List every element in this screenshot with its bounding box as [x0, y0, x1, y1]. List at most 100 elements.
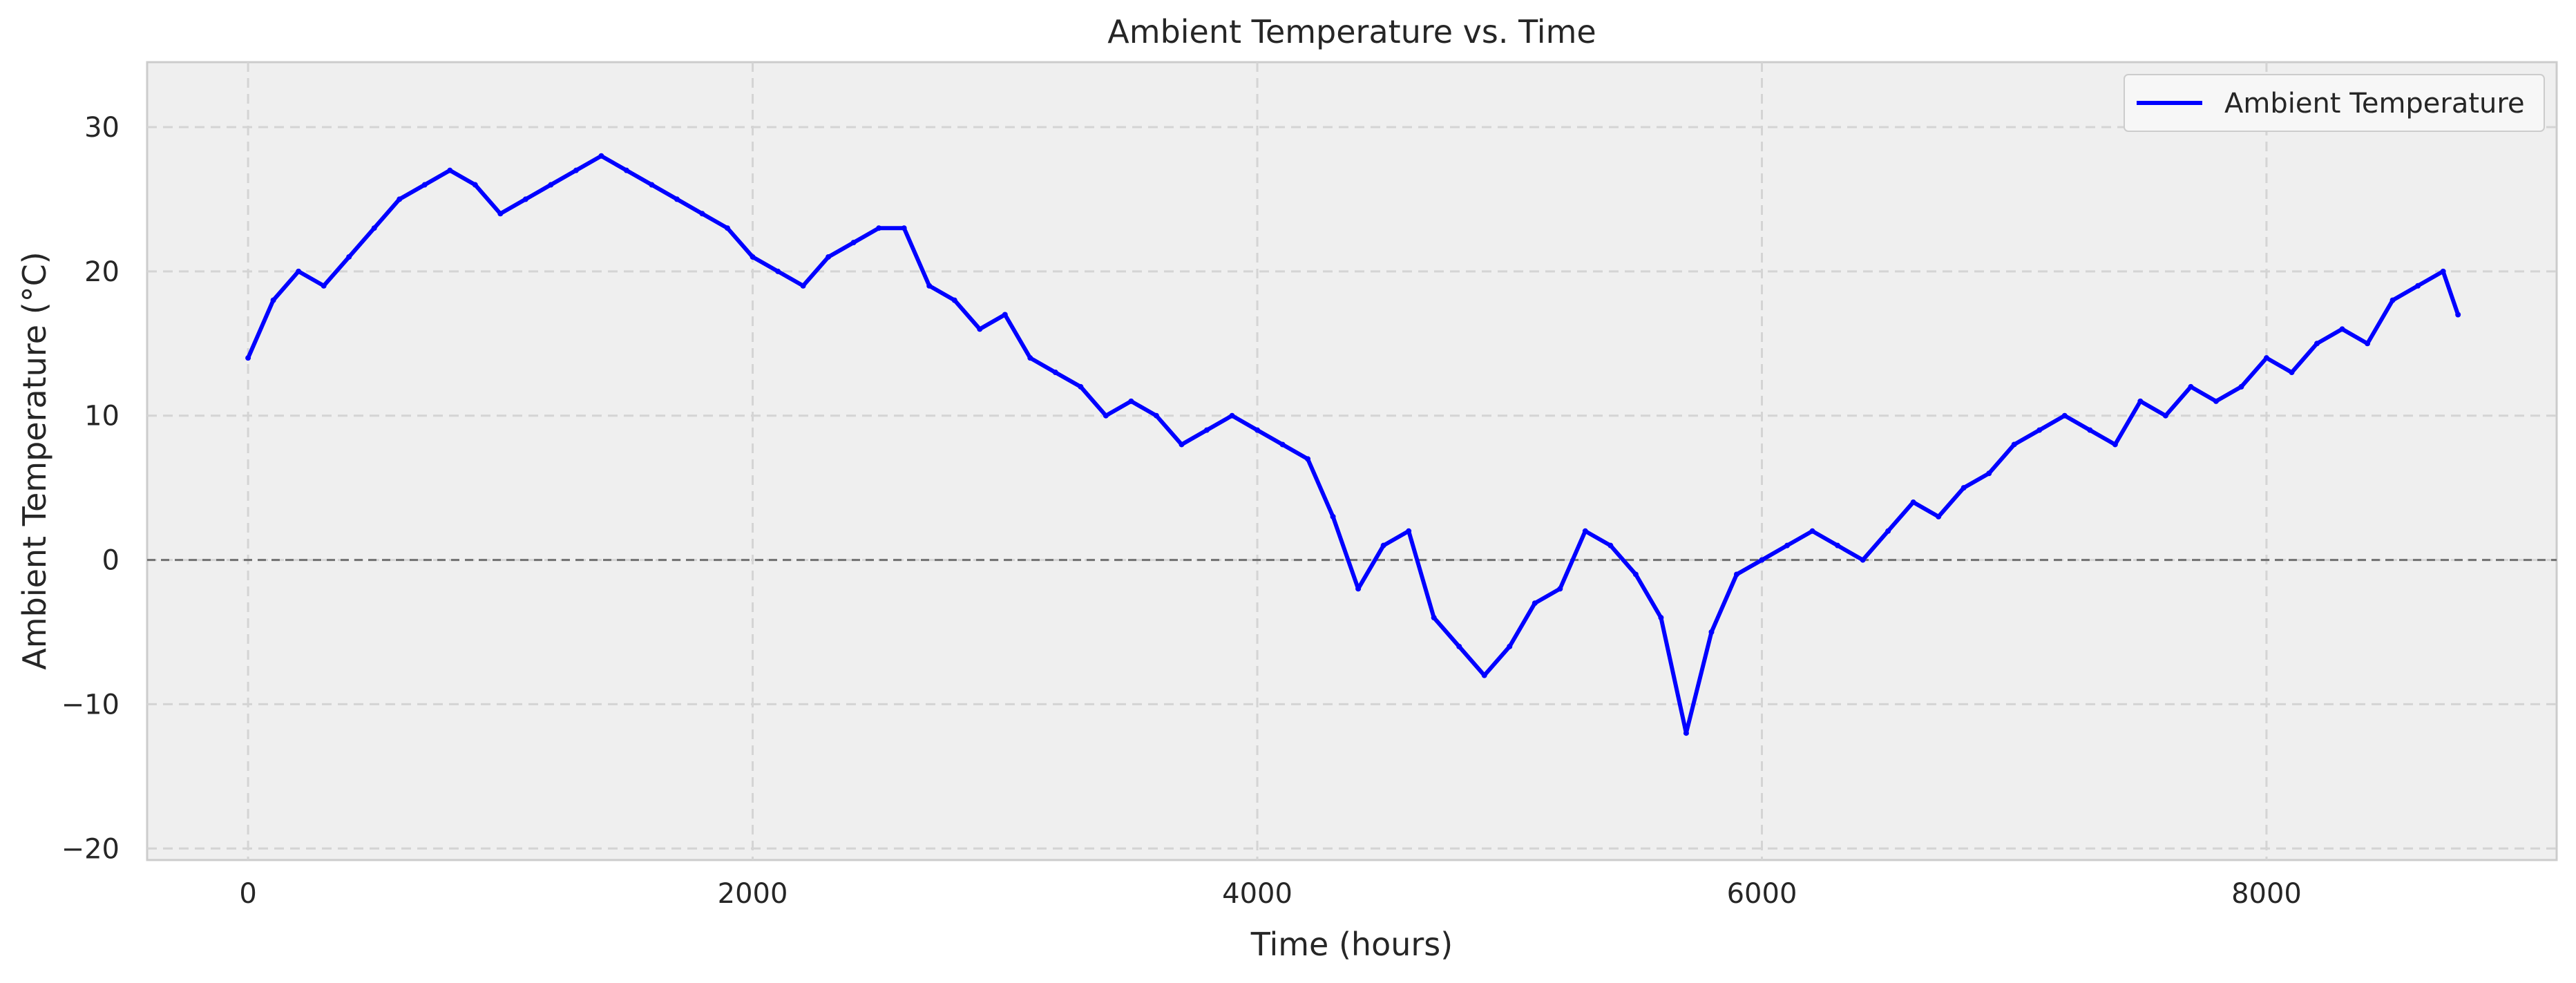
data-point: [1103, 412, 1109, 419]
legend: Ambient Temperature: [2124, 74, 2545, 132]
data-point: [2036, 427, 2043, 433]
data-point: [1279, 441, 1286, 448]
data-point: [1305, 456, 1311, 462]
x-tick-label: 4000: [1222, 878, 1292, 910]
data-point: [2389, 297, 2396, 303]
data-point: [1607, 542, 1614, 548]
y-tick-label: 20: [84, 256, 120, 288]
y-tick-label: 30: [84, 112, 120, 144]
y-axis-label: Ambient Temperature (°C): [16, 251, 53, 669]
data-point: [1683, 730, 1689, 736]
data-point: [2087, 427, 2093, 433]
data-point: [1229, 412, 1235, 419]
data-point: [2289, 370, 2295, 376]
data-point: [421, 182, 428, 188]
x-tick-label: 6000: [1727, 878, 1797, 910]
data-point: [296, 268, 302, 274]
data-point: [346, 254, 352, 260]
data-point: [2011, 441, 2017, 448]
x-axis-label: Time (hours): [1250, 926, 1453, 963]
data-point: [1759, 557, 1765, 563]
data-point: [2213, 398, 2219, 404]
data-point: [1986, 470, 1992, 477]
y-tick-label: 10: [84, 401, 120, 432]
data-point: [2455, 312, 2461, 318]
data-point: [2314, 341, 2320, 347]
data-point: [1078, 383, 1084, 390]
x-tick-label: 2000: [718, 878, 788, 910]
data-point: [1733, 571, 1739, 578]
data-point: [2440, 268, 2446, 274]
data-point: [1406, 528, 1412, 534]
data-point: [1708, 629, 1715, 635]
data-point: [1582, 528, 1588, 534]
data-points: [245, 153, 2461, 736]
data-point: [1203, 427, 1210, 433]
data-point: [977, 326, 983, 332]
data-point: [2263, 355, 2269, 361]
data-point: [321, 283, 327, 289]
plot-background: [146, 61, 2558, 861]
data-point: [2162, 412, 2168, 419]
data-point: [2365, 341, 2371, 347]
data-point: [926, 283, 933, 289]
data-point: [2137, 398, 2144, 404]
data-point: [548, 182, 554, 188]
data-point: [2339, 326, 2345, 332]
data-point: [901, 225, 907, 231]
data-point: [725, 225, 731, 231]
data-point: [1481, 672, 1487, 678]
data-point: [1835, 542, 1841, 548]
y-tick-label: −20: [61, 833, 120, 865]
data-point: [1179, 441, 1185, 448]
data-point: [750, 254, 756, 260]
data-point: [1431, 615, 1437, 621]
data-point: [1355, 586, 1362, 592]
data-point: [2238, 383, 2244, 390]
data-point: [1052, 370, 1058, 376]
data-point: [397, 196, 403, 202]
x-axis-ticks: 0 2000 4000 6000 8000: [239, 878, 2302, 910]
data-point: [497, 211, 504, 217]
data-point: [2188, 383, 2194, 390]
data-point: [623, 167, 629, 173]
data-point: [1784, 542, 1791, 548]
chart-title: Ambient Temperature vs. Time: [1107, 13, 1596, 50]
data-point: [573, 167, 579, 173]
y-tick-label: −10: [61, 689, 120, 720]
data-point: [522, 196, 528, 202]
data-point: [1507, 643, 1513, 649]
data-point: [1330, 513, 1336, 519]
data-point: [951, 297, 957, 303]
data-point: [1532, 600, 1538, 607]
data-point: [1809, 528, 1815, 534]
data-point: [1002, 312, 1008, 318]
data-point: [876, 225, 882, 231]
data-point: [1456, 643, 1462, 649]
data-point: [1128, 398, 1134, 404]
data-point: [2061, 412, 2068, 419]
data-point: [826, 254, 832, 260]
data-point: [775, 268, 781, 274]
data-point: [371, 225, 377, 231]
data-point: [1860, 557, 1866, 563]
y-tick-label: 0: [102, 545, 120, 577]
data-point: [1936, 513, 1942, 519]
data-point: [472, 182, 478, 188]
data-point: [1557, 586, 1563, 592]
data-point: [1885, 528, 1891, 534]
x-tick-label: 8000: [2231, 878, 2302, 910]
data-point: [2112, 441, 2118, 448]
data-point: [270, 297, 276, 303]
x-tick-label: 0: [239, 878, 256, 910]
data-point: [800, 283, 806, 289]
data-point: [1254, 427, 1261, 433]
data-point: [1380, 542, 1386, 548]
data-point: [674, 196, 680, 202]
data-point: [649, 182, 655, 188]
data-point: [447, 167, 453, 173]
data-point: [1632, 571, 1639, 578]
data-point: [850, 240, 857, 246]
